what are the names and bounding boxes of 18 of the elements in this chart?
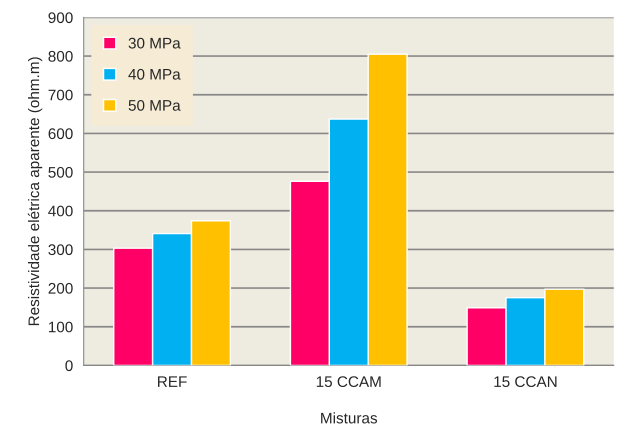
y-tick-label: 700 bbox=[48, 90, 73, 100]
y-tick-label: 0 bbox=[65, 360, 73, 372]
y-tick-label: 200 bbox=[48, 282, 73, 294]
y-tick-label: 100 bbox=[48, 322, 73, 332]
y-tick-label: 900 bbox=[48, 12, 73, 24]
x-axis-title: Misturas bbox=[321, 412, 378, 424]
y-tick-label: 400 bbox=[48, 206, 73, 216]
y-tick-label: 600 bbox=[48, 128, 73, 140]
legend-label: 40 MPa bbox=[128, 68, 181, 80]
y-axis-title: Resistividade elétrica aparente (ohm.m) bbox=[28, 57, 42, 326]
y-tick-label: 500 bbox=[48, 166, 73, 178]
x-tick-label: 15 CCAM bbox=[316, 376, 381, 388]
x-tick-label: 15 CCAN bbox=[494, 376, 556, 388]
legend-label: 30 MPa bbox=[128, 38, 181, 49]
legend-label: 50 MPa bbox=[128, 100, 181, 111]
x-tick-label: REF bbox=[158, 376, 187, 387]
y-tick-label: 300 bbox=[48, 244, 73, 256]
y-tick-label: 800 bbox=[48, 50, 73, 62]
